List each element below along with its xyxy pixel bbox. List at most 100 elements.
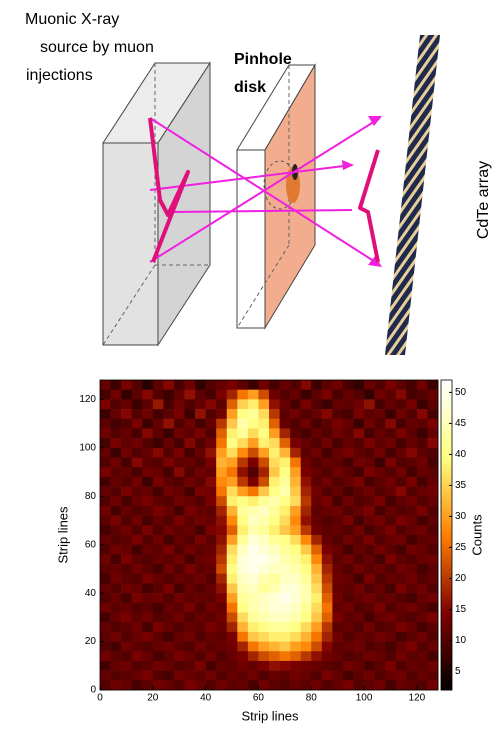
- heatmap-cell: [195, 680, 206, 691]
- colorbar-step: [441, 476, 452, 480]
- heatmap-cell: [416, 660, 428, 671]
- colorbar-step: [441, 404, 452, 409]
- heatmap-cell: [427, 447, 439, 458]
- heatmap-cell: [342, 573, 354, 584]
- heatmap-cell: [406, 535, 418, 545]
- heatmap-cell: [290, 622, 301, 633]
- heatmap-cell: [427, 641, 439, 652]
- heatmap-cell: [290, 428, 301, 439]
- heatmap-cell: [195, 593, 206, 604]
- colorbar-step: [441, 466, 452, 471]
- heatmap-cell: [279, 515, 291, 526]
- heatmap-cell: [269, 505, 280, 516]
- colorbar-step: [441, 528, 452, 533]
- heatmap-cell: [290, 631, 301, 642]
- heatmap-cell: [100, 515, 111, 526]
- heatmap-cell: [416, 593, 428, 604]
- heatmap-cell: [184, 389, 196, 400]
- heatmap-cell: [300, 631, 312, 642]
- heatmap-cell: [353, 602, 365, 613]
- heatmap-cell: [173, 389, 185, 400]
- colorbar-step: [441, 597, 452, 601]
- heatmap-cell: [142, 554, 154, 565]
- heatmap-cell: [395, 631, 407, 642]
- heatmap-cell: [121, 554, 132, 565]
- heatmap-cell: [152, 544, 164, 555]
- heatmap-cell: [311, 486, 323, 497]
- heatmap-cell: [121, 564, 132, 575]
- heatmap-cell: [290, 438, 301, 449]
- heatmap-cell: [427, 593, 439, 604]
- heatmap-cell: [195, 389, 206, 400]
- heatmap-cell: [173, 447, 185, 458]
- heatmap-cell: [173, 622, 185, 633]
- heatmap-cell: [216, 428, 228, 439]
- heatmap-cell: [406, 525, 418, 536]
- heatmap-cell: [416, 535, 428, 545]
- heatmap-cell: [406, 680, 418, 691]
- heatmap-cell: [237, 593, 249, 604]
- heatmap-cell: [269, 476, 280, 487]
- heatmap-cell: [311, 651, 323, 662]
- heatmap-cell: [374, 447, 386, 458]
- heatmap-cell: [173, 593, 185, 604]
- heatmap-cell: [406, 602, 418, 613]
- heatmap-cell: [353, 641, 365, 652]
- heatmap-cell: [300, 544, 312, 555]
- heatmap-cell: [364, 438, 375, 449]
- heatmap-cell: [300, 651, 312, 662]
- heatmap-cell: [427, 573, 439, 584]
- heatmap-cell: [226, 573, 238, 584]
- heatmap-cell: [395, 651, 407, 662]
- heatmap-cell: [121, 544, 132, 555]
- heatmap-cell: [269, 380, 280, 390]
- heatmap-cell: [237, 660, 249, 671]
- heatmap-cell: [374, 525, 386, 536]
- heatmap-cell: [237, 428, 249, 439]
- heatmap-cell: [100, 680, 111, 691]
- heatmap-cell: [427, 525, 439, 536]
- heatmap-cell: [279, 583, 291, 594]
- heatmap-cell: [364, 399, 375, 410]
- heatmap-cell: [152, 564, 164, 575]
- heatmap-cell: [300, 515, 312, 526]
- heatmap-cell: [237, 622, 249, 633]
- heatmap-cell: [353, 389, 365, 400]
- heatmap-cell: [353, 476, 365, 487]
- heatmap-cell: [173, 535, 185, 545]
- heatmap-cell: [110, 389, 122, 400]
- heatmap-cell: [374, 612, 386, 623]
- colorbar-step: [441, 659, 452, 663]
- heatmap-cell: [131, 602, 143, 613]
- heatmap-cell: [100, 418, 111, 429]
- heatmap-cell: [184, 399, 196, 410]
- heatmap-cell: [353, 515, 365, 526]
- heatmap-cell: [427, 670, 439, 681]
- heatmap-cell: [226, 622, 238, 633]
- heatmap-cell: [205, 428, 217, 439]
- heatmap-cell: [131, 631, 143, 642]
- colorbar-step: [441, 531, 452, 536]
- heatmap-cell: [173, 631, 185, 642]
- heatmap-cell: [142, 564, 154, 575]
- heatmap-cell: [173, 641, 185, 652]
- colorbar-step: [441, 634, 452, 638]
- heatmap-cell: [163, 515, 175, 526]
- heatmap-cell: [216, 631, 228, 642]
- heatmap-cell: [258, 670, 270, 681]
- heatmap-cell: [247, 670, 259, 681]
- heatmap-cell: [216, 660, 228, 671]
- heatmap-cell: [311, 467, 323, 478]
- heatmap-cell: [416, 583, 428, 594]
- heatmap-cell: [100, 641, 111, 652]
- heatmap-cell: [131, 438, 143, 449]
- heatmap-cell: [269, 612, 280, 623]
- heatmap-cell: [342, 544, 354, 555]
- heatmap-cell: [216, 593, 228, 604]
- heatmap-cell: [290, 409, 301, 420]
- heatmap-cell: [216, 457, 228, 468]
- heatmap-cell: [374, 564, 386, 575]
- heatmap-cell: [184, 380, 196, 390]
- heatmap-cell: [121, 612, 132, 623]
- heatmap-cell: [163, 535, 175, 545]
